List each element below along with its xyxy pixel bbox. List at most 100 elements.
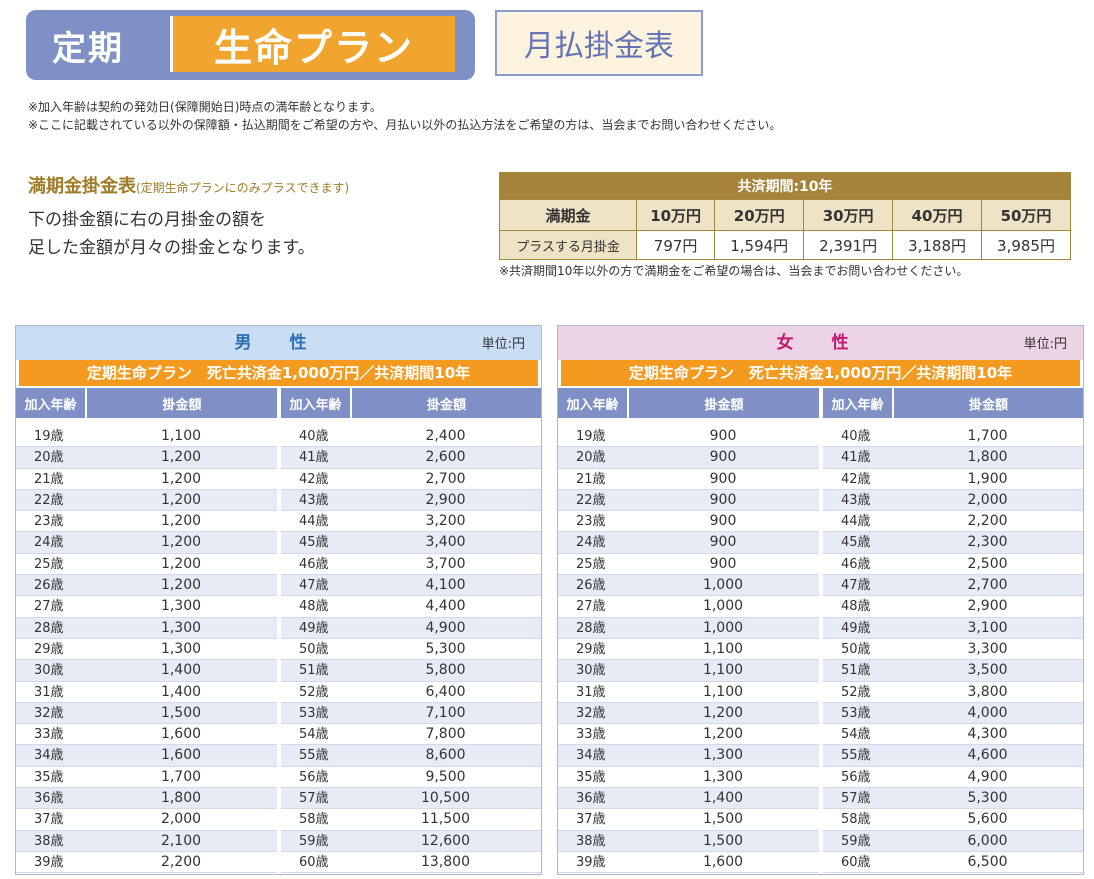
table-row: 28歳 1,000	[558, 617, 819, 639]
table-row: 34歳 1,600	[16, 745, 277, 767]
table-row: 44歳 2,200	[823, 511, 1083, 533]
table-row: 58歳 5,600	[823, 809, 1083, 831]
male-right-column: 加入年齢 掛金額 40歳 2,400 41歳 2,600 42歳 2,700 43歳 2,90…	[281, 388, 541, 874]
age-cell: 20歳	[576, 450, 606, 466]
maturity-desc-line: 足した金額が月々の掛金となります。	[28, 238, 315, 258]
table-row: 28歳 1,300	[16, 617, 277, 639]
age-cell: 19歳	[34, 429, 64, 444]
table-row: 20歳 1,200	[16, 447, 277, 469]
amount-cell: 2,600	[425, 449, 466, 466]
amount-cell: 11,500	[421, 811, 470, 828]
age-cell: 33歳	[576, 727, 606, 743]
age-cell: 41歳	[841, 450, 871, 466]
amount-cell: 1,400	[160, 683, 202, 700]
amount-cell: 1,300	[702, 768, 744, 785]
amount-cell: 4,600	[967, 747, 1008, 764]
age-cell: 26歳	[34, 578, 64, 594]
amount-cell: 2,700	[425, 470, 466, 487]
maturity-amount: 50万円	[981, 199, 1071, 231]
male-panel-title: 男 性	[234, 333, 323, 353]
age-cell: 28歳	[576, 620, 606, 636]
amount-cell: 7,100	[425, 704, 466, 721]
table-row: 53歳 7,100	[281, 702, 541, 725]
age-cell: 20歳	[34, 450, 64, 466]
age-cell: 38歳	[576, 833, 606, 849]
amount-cell: 2,200	[967, 513, 1008, 530]
age-cell: 24歳	[34, 535, 64, 551]
age-cell: 39歳	[576, 854, 606, 870]
table-row: 52歳 6,400	[281, 682, 541, 703]
age-cell: 22歳	[34, 492, 64, 508]
table-row: 23歳 900	[558, 511, 819, 533]
amount-cell: 3,400	[425, 534, 466, 551]
age-cell: 36歳	[576, 791, 606, 807]
table-row: 41歳 2,600	[281, 447, 541, 469]
table-row: 24歳 1,200	[16, 532, 277, 554]
table-row: 20歳 900	[558, 447, 819, 469]
table-row: 26歳 1,000	[558, 575, 819, 597]
table-row: 56歳 4,900	[823, 767, 1083, 789]
amount-cell: 2,400	[425, 428, 466, 444]
amount-cell: 1,200	[702, 726, 744, 743]
age-cell: 49歳	[841, 620, 871, 636]
amount-cell: 1,000	[702, 619, 744, 636]
age-cell: 25歳	[576, 556, 606, 572]
amount-cell: 4,100	[425, 577, 466, 594]
amount-cell: 1,200	[160, 470, 202, 487]
table-row: 21歳 900	[558, 469, 819, 490]
age-cell: 57歳	[841, 791, 871, 807]
premium-amount: 797円	[635, 230, 716, 260]
table-row: 31歳 1,100	[558, 682, 819, 703]
amount-cell: 3,500	[967, 662, 1008, 679]
table-row: 49歳 3,100	[823, 617, 1083, 639]
amount-cell: 1,200	[160, 534, 202, 551]
age-cell: 46歳	[299, 556, 329, 572]
age-cell: 32歳	[576, 705, 606, 721]
age-cell: 44歳	[841, 514, 871, 530]
age-cell: 22歳	[576, 492, 606, 508]
table-row: 42歳 2,700	[281, 469, 541, 490]
age-cell: 46歳	[841, 556, 871, 572]
amount-cell: 1,200	[160, 577, 202, 594]
age-cell: 60歳	[841, 854, 871, 870]
table-row: 33歳 1,600	[16, 724, 277, 746]
amount-cell: 1,000	[702, 577, 744, 594]
table-row: 47歳 2,700	[823, 575, 1083, 597]
amount-cell: 1,800	[967, 449, 1008, 466]
amount-cell: 12,600	[421, 832, 470, 849]
age-cell: 32歳	[34, 705, 64, 721]
amount-cell: 5,300	[425, 640, 466, 657]
table-row: 29歳 1,300	[16, 639, 277, 661]
maturity-description: 下の掛金額に右の月掛金の額を 足した金額が月々の掛金となります。	[28, 206, 315, 262]
table-row: 38歳 2,100	[16, 830, 277, 852]
male-rate-panel: 男 性 単位:円 定期生命プラン 死亡共済金1,000万円／共済期間10年 加入…	[15, 325, 542, 875]
table-row: 26歳 1,200	[16, 575, 277, 597]
col-header-amount: 掛金額	[894, 388, 1083, 418]
amount-cell: 4,300	[967, 726, 1008, 743]
amount-cell: 8,600	[425, 747, 466, 764]
table-row: 31歳 1,400	[16, 682, 277, 703]
male-left-column: 加入年齢 掛金額 19歳 1,100 20歳 1,200 21歳 1,200 22歳 1,20…	[16, 388, 277, 874]
age-cell: 49歳	[299, 620, 329, 636]
amount-cell: 3,300	[967, 640, 1008, 657]
age-cell: 38歳	[34, 833, 64, 849]
age-cell: 26歳	[576, 578, 606, 594]
col-header-age: 加入年齢	[16, 388, 87, 418]
amount-cell: 1,300	[160, 598, 202, 615]
age-cell: 31歳	[34, 684, 64, 700]
age-cell: 48歳	[299, 599, 329, 615]
col-header-amount: 掛金額	[87, 388, 277, 418]
age-cell: 47歳	[299, 578, 329, 594]
amount-cell: 3,700	[425, 555, 466, 572]
table-row: 38歳 1,500	[558, 830, 819, 852]
age-cell: 25歳	[34, 556, 64, 572]
table-row: 19歳 1,100	[16, 426, 277, 448]
table-row: 60歳 6,500	[823, 852, 1083, 874]
age-cell: 54歳	[841, 727, 871, 743]
table-row: 47歳 4,100	[281, 575, 541, 597]
amount-cell: 10,500	[421, 790, 470, 807]
amount-cell: 1,600	[160, 726, 202, 743]
amount-cell: 2,000	[160, 811, 202, 828]
age-cell: 55歳	[299, 748, 329, 764]
female-panel-title: 女 性	[776, 333, 865, 353]
